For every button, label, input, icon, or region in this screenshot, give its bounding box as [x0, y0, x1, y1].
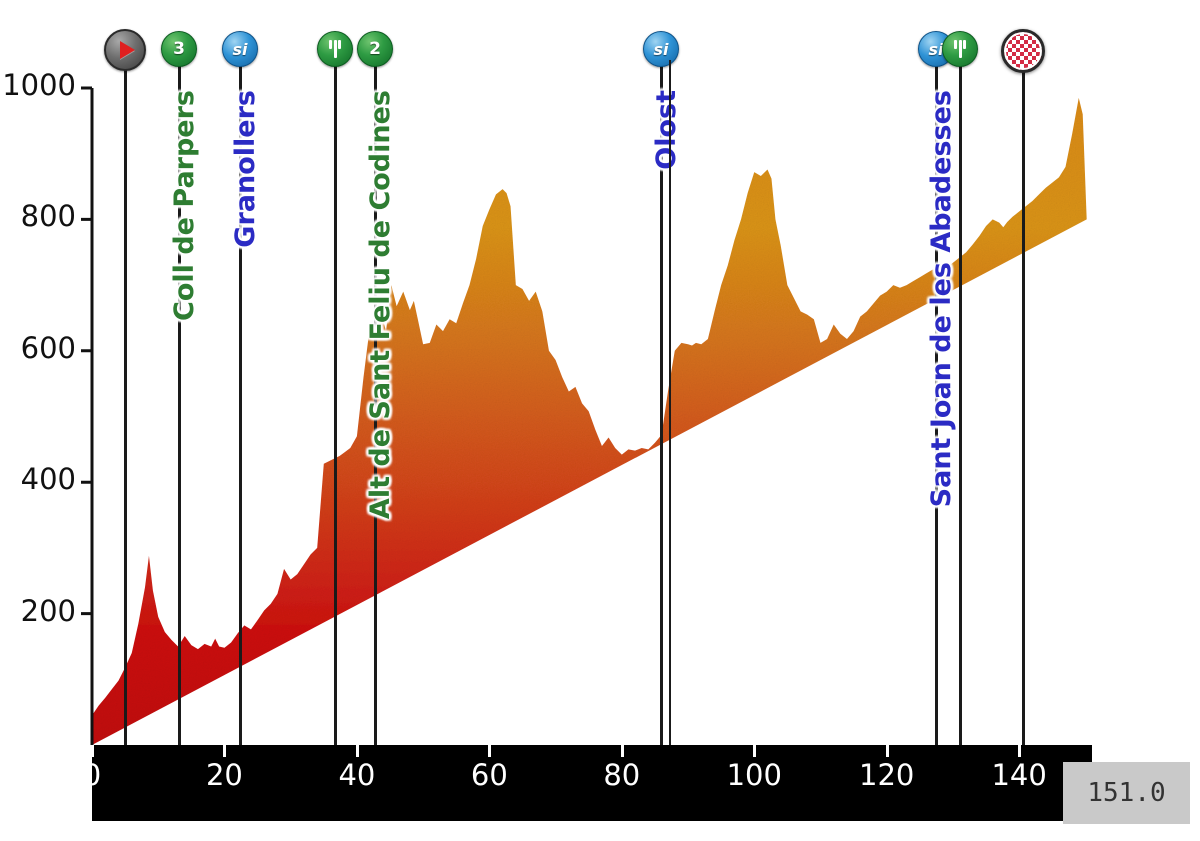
sprint-icon[interactable]: si — [222, 31, 258, 67]
marker-label-coll-de-parpers: Coll de Parpers — [169, 90, 200, 321]
x-axis-tick — [753, 745, 757, 757]
play-triangle-icon — [119, 41, 135, 59]
sprint-icon-label: si — [928, 39, 944, 59]
marker-line — [669, 60, 671, 745]
y-axis-tick-label: 600 — [20, 330, 76, 365]
feed-zone-icon[interactable] — [317, 31, 353, 67]
y-axis-tick-label: 400 — [20, 462, 76, 497]
sprint-icon[interactable]: si — [643, 31, 679, 67]
x-axis-tick-label: 60 — [470, 758, 508, 792]
marker-label-alt-de-sant-feliu-de-codines: Alt de Sant Feliu de Codines — [365, 90, 396, 520]
finish-flag-icon[interactable] — [1001, 29, 1045, 73]
marker-line — [178, 60, 181, 745]
x-axis-tick-label: 0 — [82, 758, 102, 792]
marker-line — [1022, 70, 1025, 745]
cutlery-glyph-icon — [953, 39, 967, 59]
y-axis-tick-label: 200 — [20, 593, 76, 628]
feed-zone-icon[interactable] — [942, 31, 978, 67]
cutlery-glyph-icon — [328, 39, 342, 59]
marker-line — [374, 60, 377, 745]
x-axis-tick-label: 120 — [859, 758, 915, 792]
x-axis-tick — [885, 745, 889, 757]
total-distance-badge: 151.0 — [1063, 762, 1190, 824]
marker-line — [124, 70, 127, 745]
x-axis-tick — [488, 745, 492, 757]
marker-label-sant-joan-de-les-abadesses: Sant Joan de les Abadesses — [926, 90, 957, 508]
y-axis-tick-label: 1000 — [2, 68, 76, 102]
marker-line — [660, 60, 663, 745]
x-axis-tick — [1018, 745, 1022, 757]
x-axis-tick — [355, 745, 359, 757]
climb-category-label: 2 — [369, 39, 381, 59]
x-axis-tick-label: 100 — [726, 758, 782, 792]
category-2-climb-icon[interactable]: 2 — [357, 31, 393, 67]
sprint-icon-label: si — [653, 39, 669, 59]
marker-line — [935, 60, 938, 745]
x-axis-tick — [223, 745, 227, 757]
marker-label-olost-a: Olost — [651, 90, 682, 170]
x-axis-tick-label: 40 — [338, 758, 376, 792]
x-axis-tick — [620, 745, 624, 757]
marker-label-granollers: Granollers — [230, 90, 261, 248]
climb-category-label: 3 — [173, 39, 185, 59]
start-flag-icon[interactable] — [104, 29, 146, 71]
category-3-climb-icon[interactable]: 3 — [161, 31, 197, 67]
x-axis-tick-label: 20 — [205, 758, 243, 792]
marker-line — [334, 60, 337, 745]
marker-line — [239, 60, 242, 745]
x-axis-tick-label: 80 — [603, 758, 641, 792]
x-axis-band: 0 20 40 60 80 100 120 140 — [83, 745, 1092, 821]
sprint-icon-label: si — [232, 39, 248, 59]
y-axis-tick-label: 800 — [20, 199, 76, 234]
x-axis-tick — [91, 745, 94, 757]
marker-line — [959, 60, 962, 745]
x-axis-tick-label: 140 — [991, 758, 1047, 792]
